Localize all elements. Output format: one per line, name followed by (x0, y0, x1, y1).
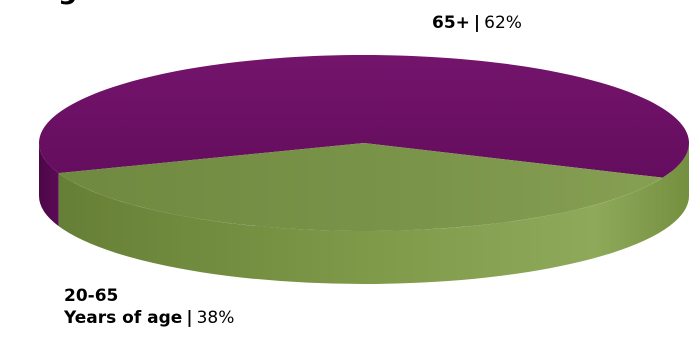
label-65-plus: 65+ | 62% (432, 12, 522, 34)
label-20-65-percent: 38% (196, 308, 235, 328)
label-separator: | (186, 308, 193, 328)
label-65-plus-name: 65+ (432, 13, 470, 33)
label-20-65-detail: Years of age (64, 308, 183, 328)
slice-20-65-side (58, 143, 689, 284)
slice-65-plus-side (39, 143, 59, 227)
slice-65-plus (39, 55, 690, 178)
chart-title-partial: g (58, 0, 77, 8)
label-separator: | (473, 13, 481, 33)
slice-20-65 (58, 143, 663, 232)
label-20-65: 20-65 Years of age | 38% (64, 285, 234, 329)
label-65-plus-percent: 62% (484, 13, 522, 33)
label-20-65-name: 20-65 (64, 286, 119, 306)
